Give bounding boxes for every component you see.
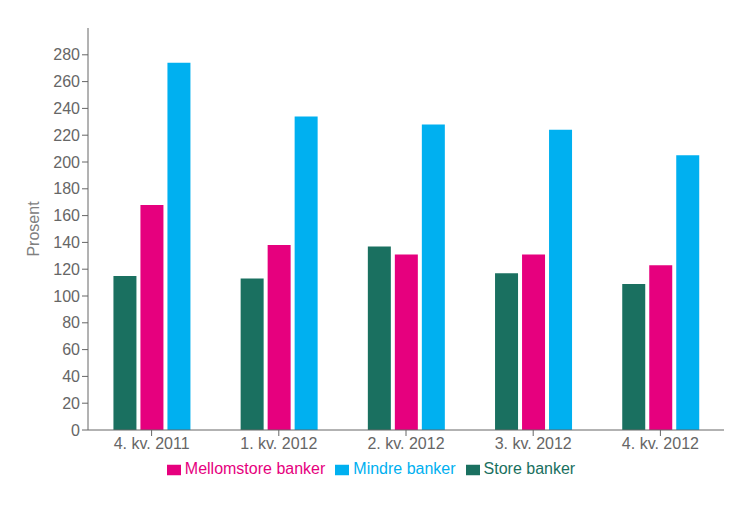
svg-text:40: 40 (62, 368, 80, 385)
svg-text:160: 160 (53, 207, 80, 224)
svg-text:Prosent: Prosent (25, 201, 42, 257)
svg-text:140: 140 (53, 234, 80, 251)
svg-text:80: 80 (62, 314, 80, 331)
svg-text:1. kv. 2012: 1. kv. 2012 (240, 435, 317, 452)
svg-text:60: 60 (62, 341, 80, 358)
svg-text:0: 0 (71, 422, 80, 439)
svg-text:200: 200 (53, 154, 80, 171)
html-text:Store banker: Store banker (483, 460, 576, 477)
svg-text:2. kv. 2012: 2. kv. 2012 (367, 435, 444, 452)
svg-text:4. kv. 2012: 4. kv. 2012 (622, 435, 699, 452)
svg-text:280: 280 (53, 46, 80, 63)
html-text:Mindre banker: Mindre banker (353, 460, 456, 477)
svg-text:120: 120 (53, 261, 80, 278)
svg-text:220: 220 (53, 127, 80, 144)
svg-text:3. kv. 2012: 3. kv. 2012 (495, 435, 572, 452)
svg-text:260: 260 (53, 73, 80, 90)
html-text:Mellomstore banker: Mellomstore banker (184, 460, 326, 477)
svg-text:20: 20 (62, 395, 80, 412)
svg-text:4. kv. 2011: 4. kv. 2011 (114, 435, 190, 452)
svg-text:180: 180 (53, 180, 80, 197)
svg-text:240: 240 (53, 100, 80, 117)
svg-text:100: 100 (53, 288, 80, 305)
